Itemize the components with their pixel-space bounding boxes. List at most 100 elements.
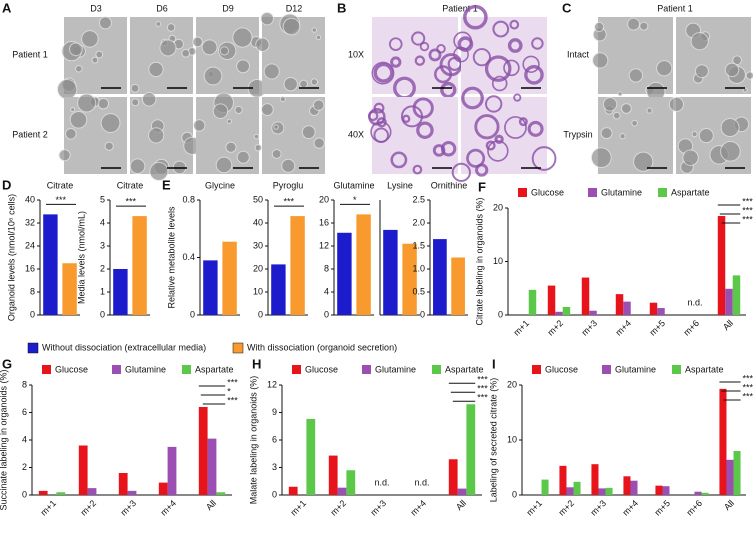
panel-label: E bbox=[162, 177, 171, 192]
cell bbox=[440, 81, 457, 99]
organoid bbox=[75, 64, 83, 73]
organoid bbox=[732, 55, 742, 66]
cell bbox=[485, 95, 503, 113]
organoid bbox=[279, 96, 286, 103]
micrograph bbox=[129, 91, 202, 182]
organoid bbox=[698, 128, 714, 144]
cell bbox=[434, 65, 453, 84]
bar bbox=[87, 488, 97, 495]
organoid bbox=[69, 42, 83, 57]
panel-label: B bbox=[337, 0, 346, 15]
row-label: Patient 2 bbox=[12, 129, 48, 139]
bar bbox=[38, 490, 48, 495]
y-tick-label: 0.4 bbox=[182, 252, 195, 262]
y-tick-label: 3 bbox=[100, 240, 105, 250]
x-tick-label: All bbox=[722, 498, 736, 512]
y-tick-label: 8 bbox=[22, 379, 27, 389]
cell bbox=[524, 65, 544, 85]
y-tick-label: 0 bbox=[512, 489, 517, 499]
organoid bbox=[149, 161, 169, 182]
bar bbox=[78, 445, 88, 495]
organoid bbox=[260, 11, 274, 26]
chart-title: Glycine bbox=[205, 180, 235, 190]
y-tick-label: 0 bbox=[30, 309, 35, 319]
bar bbox=[719, 388, 727, 495]
legend-label: Aspartate bbox=[685, 364, 724, 374]
organoid bbox=[77, 93, 97, 113]
organoid bbox=[97, 97, 110, 110]
y-tick-label: 40 bbox=[25, 194, 35, 204]
organoid bbox=[600, 127, 613, 140]
organoid bbox=[192, 36, 203, 48]
chart-title: Pyroglu bbox=[273, 180, 304, 190]
cell bbox=[513, 93, 522, 102]
organoid bbox=[260, 103, 274, 116]
y-axis-label: Succinate labeling in organoids (%) bbox=[0, 369, 8, 510]
bar bbox=[118, 473, 128, 495]
bar bbox=[726, 459, 734, 495]
y-tick-label: 0.8 bbox=[182, 194, 195, 204]
bar bbox=[271, 264, 286, 315]
bar bbox=[581, 277, 590, 315]
panel-label: D bbox=[2, 177, 11, 192]
organoid bbox=[98, 16, 112, 30]
organoid bbox=[253, 133, 260, 140]
cell bbox=[518, 117, 528, 127]
cell bbox=[527, 120, 544, 137]
bar bbox=[717, 216, 726, 315]
bar bbox=[555, 311, 563, 315]
bar bbox=[457, 488, 467, 495]
x-tick-label: m+2 bbox=[556, 498, 576, 518]
organoid bbox=[633, 151, 654, 172]
organoid bbox=[592, 52, 609, 69]
bar bbox=[158, 482, 168, 495]
y-axis-label: Citrate labeling in organoids (%) bbox=[474, 197, 484, 325]
y-tick-label: 50 bbox=[253, 194, 263, 204]
y-tick-label: 20 bbox=[253, 263, 263, 273]
bar bbox=[207, 438, 217, 495]
y-tick-label: 2.5 bbox=[412, 194, 425, 204]
micrograph bbox=[371, 17, 463, 100]
bar bbox=[589, 310, 597, 315]
cell bbox=[453, 31, 473, 51]
cell bbox=[487, 140, 509, 162]
significance: *** bbox=[477, 393, 488, 403]
chart-title: Lysine bbox=[387, 180, 413, 190]
bar bbox=[346, 470, 356, 495]
organoid bbox=[212, 103, 229, 119]
organoid bbox=[131, 98, 140, 107]
organoid bbox=[236, 59, 251, 74]
y-tick-label: 0.5 bbox=[412, 286, 425, 296]
organoid bbox=[593, 21, 605, 33]
bar bbox=[433, 239, 447, 315]
bar bbox=[167, 446, 177, 495]
panel-label: I bbox=[492, 356, 496, 371]
organoid bbox=[612, 111, 621, 120]
y-tick-label: 2 bbox=[22, 462, 27, 472]
x-tick-label: m+3 bbox=[588, 498, 608, 518]
missing-label: n.d. bbox=[414, 477, 429, 487]
x-tick-label: m+4 bbox=[158, 498, 178, 518]
x-tick-label: m+2 bbox=[78, 498, 98, 518]
organoid bbox=[745, 71, 753, 80]
organoid bbox=[273, 124, 279, 130]
cell bbox=[368, 108, 386, 126]
y-tick-label: 0 bbox=[272, 489, 277, 499]
organoid bbox=[254, 143, 263, 152]
significance: *** bbox=[227, 395, 238, 405]
cell bbox=[503, 59, 520, 77]
y-tick-label: 12 bbox=[267, 379, 277, 389]
cell bbox=[436, 43, 446, 54]
bar bbox=[630, 480, 638, 495]
y-tick-label: 0 bbox=[324, 309, 329, 319]
organoid bbox=[148, 127, 165, 144]
y-tick-label: 12 bbox=[319, 240, 329, 250]
panel-title: Patient 1 bbox=[442, 3, 478, 13]
y-tick-label: 6 bbox=[22, 407, 27, 417]
bar bbox=[701, 492, 709, 495]
organoid bbox=[720, 118, 740, 138]
organoid bbox=[301, 125, 316, 140]
bar bbox=[290, 216, 305, 315]
bar bbox=[62, 263, 77, 315]
